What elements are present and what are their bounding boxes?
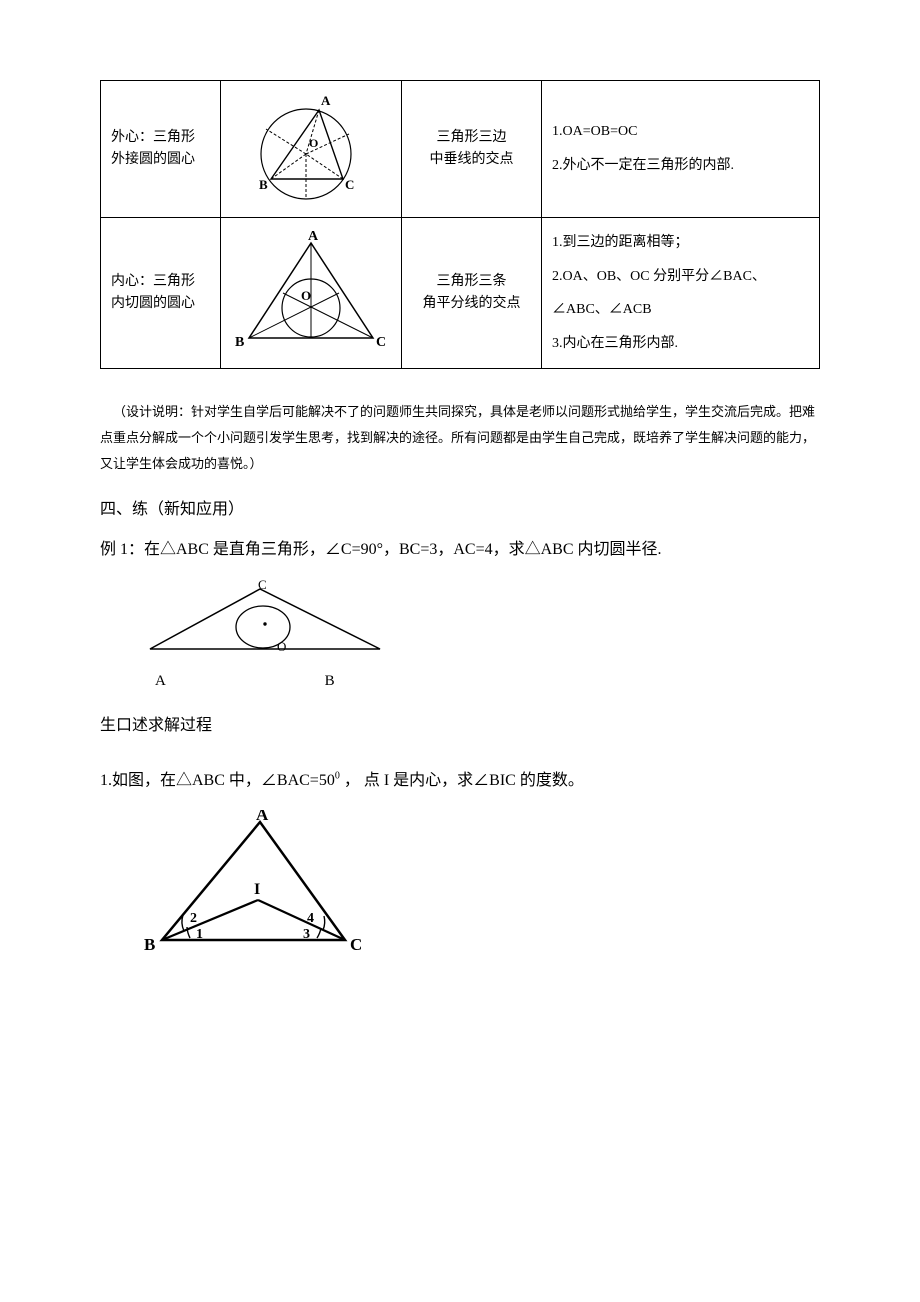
table-row: 外心：三角形 外接圆的圆心 A B C O 三角形三边 中垂线的交点 [101,81,820,218]
svg-text:C: C [350,935,362,954]
prop-line: 1.OA=OB=OC [552,115,809,149]
svg-text:2: 2 [190,911,197,926]
q1-post: ， 点 I 是内心，求∠BIC 的度数。 [340,772,584,789]
name-line: 外接圆的圆心 [111,149,210,171]
svg-text:A: A [256,810,269,824]
example-1-figure: C O [140,579,820,659]
svg-text:C: C [258,579,267,592]
incenter-figure: A B C O [231,228,391,358]
def-line: 中垂线的交点 [412,149,531,171]
q1-pre: 1.如图，在△ABC 中，∠BAC=50 [100,772,335,789]
name-line: 外心：三角形 [111,127,210,149]
svg-text:O: O [277,639,286,654]
oral-text: 生口述求解过程 [100,713,820,739]
name-cell: 外心：三角形 外接圆的圆心 [101,81,221,218]
svg-text:B: B [259,177,268,192]
props-cell: 1.OA=OB=OC 2.外心不一定在三角形的内部. [542,81,820,218]
props-cell: 1.到三边的距离相等； 2.OA、OB、OC 分别平分∠BAC、∠ABC、∠AC… [542,218,820,369]
svg-text:O: O [309,136,318,150]
prop-line: 2.OA、OB、OC 分别平分∠BAC、∠ABC、∠ACB [552,260,809,327]
question-1-text: 1.如图，在△ABC 中，∠BAC=500 ， 点 I 是内心，求∠BIC 的度… [100,768,820,794]
ab-labels: A B [155,669,820,693]
svg-text:4: 4 [307,911,314,926]
svg-text:3: 3 [303,927,310,942]
label-a: A [155,673,166,689]
figure-cell: A B C O [221,218,402,369]
name-cell: 内心：三角形 内切圆的圆心 [101,218,221,369]
svg-text:C: C [345,177,354,192]
prop-line: 2.外心不一定在三角形的内部. [552,149,809,183]
svg-text:B: B [235,335,244,350]
name-line: 内心：三角形 [111,271,210,293]
def-line: 三角形三条 [412,271,531,293]
svg-text:O: O [301,288,311,303]
svg-text:A: A [308,229,319,244]
section-4-title: 四、练（新知应用） [100,497,820,523]
svg-text:I: I [254,881,260,898]
example-1-text: 例 1：在△ABC 是直角三角形，∠C=90°，BC=3，AC=4，求△ABC … [100,537,820,563]
def-cell: 三角形三条 角平分线的交点 [402,218,542,369]
concepts-table: 外心：三角形 外接圆的圆心 A B C O 三角形三边 中垂线的交点 [100,80,820,369]
circumcenter-figure: A B C O [231,89,381,209]
question-1-figure: A B C I 1 2 3 4 [140,810,820,960]
design-note: （设计说明：针对学生自学后可能解决不了的问题师生共同探究，具体是老师以问题形式抛… [100,399,820,477]
table-row: 内心：三角形 内切圆的圆心 A B C O 三角形三条 角平分线的交点 1.到三… [101,218,820,369]
def-line: 角平分线的交点 [412,293,531,315]
label-b: B [325,673,335,689]
name-line: 内切圆的圆心 [111,293,210,315]
figure-cell: A B C O [221,81,402,218]
prop-line: 1.到三边的距离相等； [552,226,809,260]
svg-text:B: B [144,935,155,954]
def-cell: 三角形三边 中垂线的交点 [402,81,542,218]
svg-text:C: C [376,335,386,350]
svg-text:1: 1 [196,927,203,942]
svg-text:A: A [321,93,331,108]
prop-line: 3.内心在三角形内部. [552,327,809,361]
def-line: 三角形三边 [412,127,531,149]
